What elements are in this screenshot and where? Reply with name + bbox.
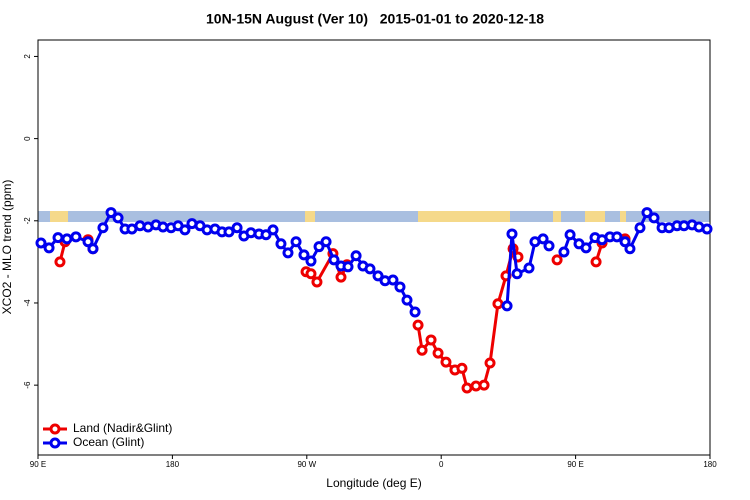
x-tick-label: 90 E xyxy=(567,460,583,469)
x-tick-label: 180 xyxy=(166,460,180,469)
point xyxy=(342,261,354,273)
point xyxy=(87,243,99,255)
point xyxy=(282,247,294,259)
point xyxy=(401,294,413,306)
chart-title: 10N-15N August (Ver 10) 2015-01-01 to 20… xyxy=(206,11,544,27)
point xyxy=(425,334,437,346)
point xyxy=(511,268,523,280)
point xyxy=(416,344,428,356)
y-tick-label: -4 xyxy=(23,299,32,307)
point xyxy=(440,356,452,368)
map-land xyxy=(418,211,510,222)
point xyxy=(305,268,317,280)
point xyxy=(590,256,602,268)
y-tick-label: -2 xyxy=(23,217,32,225)
point xyxy=(61,233,73,245)
point xyxy=(611,231,623,243)
x-tick-label: 90 E xyxy=(30,460,46,469)
point xyxy=(501,300,513,312)
point xyxy=(523,262,535,274)
point xyxy=(461,382,473,394)
point xyxy=(112,212,124,224)
point xyxy=(364,263,376,275)
point xyxy=(478,379,490,391)
point xyxy=(328,254,340,266)
y-tick-label: -6 xyxy=(23,381,32,389)
point xyxy=(179,224,191,236)
point xyxy=(484,357,496,369)
x-axis-label: Longitude (deg E) xyxy=(326,476,421,490)
point xyxy=(223,226,235,238)
plot-frame xyxy=(37,39,711,456)
map-strip xyxy=(38,211,710,222)
legend-marker xyxy=(49,437,61,449)
point xyxy=(275,238,287,250)
legend-label: Land (Nadir&Glint) xyxy=(73,421,172,435)
y-tick-label: 0 xyxy=(23,136,32,141)
point xyxy=(648,212,660,224)
point xyxy=(564,229,576,241)
point xyxy=(394,281,406,293)
point xyxy=(311,276,323,288)
point xyxy=(409,306,421,318)
point xyxy=(701,223,713,235)
point xyxy=(412,319,424,331)
point xyxy=(350,250,362,262)
point xyxy=(35,237,47,249)
point xyxy=(551,254,563,266)
point xyxy=(624,243,636,255)
map-land xyxy=(620,211,626,222)
point xyxy=(492,298,504,310)
point xyxy=(54,256,66,268)
map-land xyxy=(305,211,315,222)
point xyxy=(456,362,468,374)
point xyxy=(580,242,592,254)
point xyxy=(432,347,444,359)
point xyxy=(506,228,518,240)
point xyxy=(305,255,317,267)
map-ocean xyxy=(38,211,710,222)
legend-marker xyxy=(49,423,61,435)
point xyxy=(267,224,279,236)
y-tick-label: 2 xyxy=(23,54,32,59)
point xyxy=(52,232,64,244)
point xyxy=(387,274,399,286)
map-land xyxy=(553,211,561,222)
point xyxy=(558,246,570,258)
point xyxy=(298,249,310,261)
point xyxy=(543,240,555,252)
point xyxy=(313,241,325,253)
point xyxy=(290,236,302,248)
x-tick-label: 90 W xyxy=(297,460,316,469)
point xyxy=(335,271,347,283)
point xyxy=(97,222,109,234)
legend-label: Ocean (Glint) xyxy=(73,435,144,449)
point xyxy=(231,222,243,234)
point xyxy=(537,233,549,245)
point xyxy=(82,236,94,248)
x-tick-label: 180 xyxy=(703,460,717,469)
point xyxy=(372,270,384,282)
point xyxy=(43,242,55,254)
x-tick-label: 0 xyxy=(439,460,444,469)
map-land xyxy=(585,211,605,222)
point xyxy=(320,236,332,248)
point xyxy=(70,231,82,243)
point xyxy=(260,229,272,241)
map-land xyxy=(50,211,68,222)
point xyxy=(641,207,653,219)
point xyxy=(634,222,646,234)
point xyxy=(105,207,117,219)
point xyxy=(619,236,631,248)
y-axis-label: XCO2 - MLO trend (ppm) xyxy=(0,180,14,315)
